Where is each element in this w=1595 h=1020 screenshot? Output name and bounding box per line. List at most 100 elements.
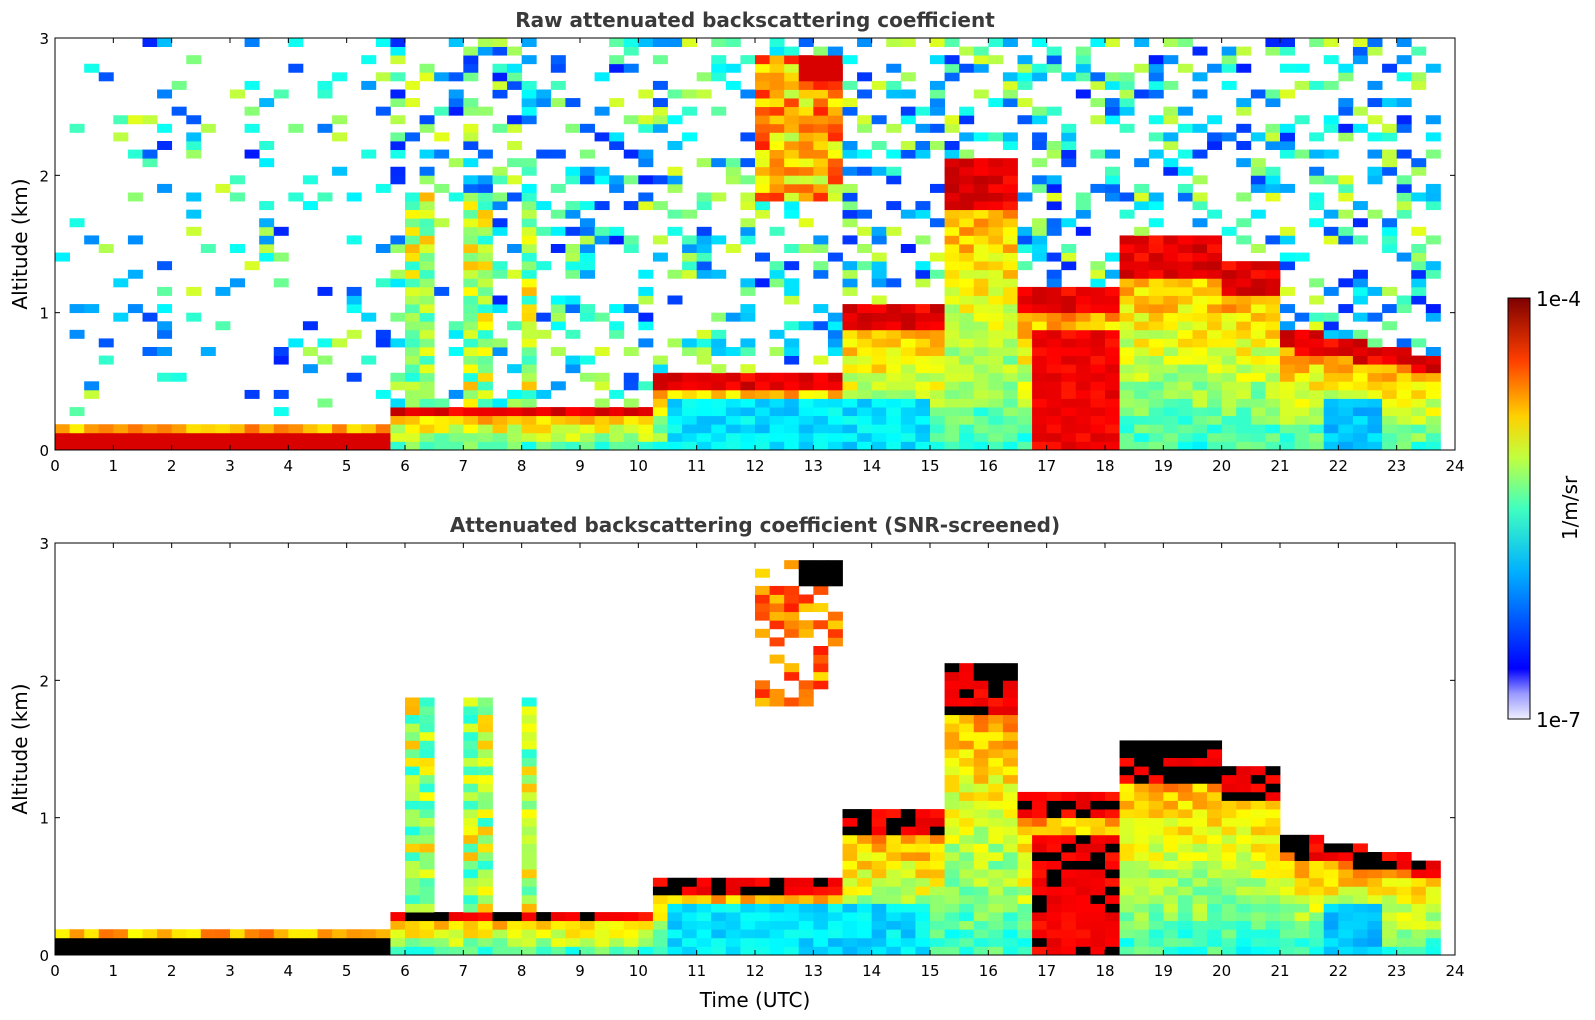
x-tick-label: 19	[1154, 457, 1173, 475]
heatmap-cell	[477, 920, 493, 930]
heatmap-cell	[784, 663, 800, 673]
heatmap-cell	[1323, 929, 1339, 939]
heatmap-cell	[857, 89, 873, 99]
heatmap-cell	[1236, 46, 1252, 56]
heatmap-cell	[755, 611, 770, 621]
heatmap-cell	[1294, 877, 1310, 887]
heatmap-cell	[477, 192, 493, 202]
heatmap-cell	[1411, 920, 1427, 930]
heatmap-cell	[463, 766, 479, 776]
heatmap-cell	[536, 937, 552, 947]
heatmap-cell	[259, 235, 275, 245]
heatmap-cell	[259, 937, 275, 947]
heatmap-cell	[1017, 894, 1033, 904]
heatmap-cell	[1221, 355, 1237, 365]
heatmap-cell	[1046, 946, 1062, 955]
heatmap-cell	[711, 441, 727, 450]
heatmap-cell	[886, 364, 902, 374]
heatmap-cell	[915, 834, 931, 844]
heatmap-cell	[1046, 860, 1062, 870]
heatmap-cell	[1221, 869, 1237, 879]
heatmap-cell	[1119, 415, 1135, 425]
heatmap-cell	[915, 869, 931, 879]
heatmap-cell	[652, 106, 668, 116]
heatmap-cell	[565, 946, 581, 955]
heatmap-cell	[1192, 218, 1208, 228]
heatmap-cell	[1002, 226, 1018, 236]
heatmap-cell	[1002, 946, 1018, 955]
heatmap-cell	[988, 886, 1004, 896]
heatmap-cell	[463, 757, 479, 767]
heatmap-cell	[1207, 338, 1223, 348]
heatmap-cell	[682, 252, 698, 262]
x-tick-label: 5	[342, 962, 352, 980]
heatmap-cell	[69, 407, 85, 417]
heatmap-cell	[1090, 834, 1106, 844]
heatmap-cell	[609, 946, 625, 955]
heatmap-cell	[915, 149, 931, 159]
heatmap-cell	[784, 381, 800, 391]
heatmap-cell	[798, 149, 814, 159]
heatmap-cell	[1177, 791, 1193, 801]
heatmap-cell	[696, 72, 712, 82]
heatmap-cell	[1046, 192, 1062, 202]
heatmap-cell	[463, 834, 479, 844]
heatmap-cell	[988, 235, 1004, 245]
heatmap-cell	[1090, 355, 1106, 365]
heatmap-cell	[507, 192, 523, 202]
heatmap-cell	[1075, 415, 1091, 425]
heatmap-cell	[1177, 920, 1193, 930]
heatmap-cell	[580, 226, 595, 236]
heatmap-cell	[492, 89, 508, 99]
heatmap-cell	[390, 946, 406, 955]
heatmap-cell	[1002, 800, 1018, 810]
heatmap-cell	[755, 183, 770, 193]
heatmap-cell	[1265, 132, 1281, 142]
heatmap-cell	[784, 398, 800, 408]
heatmap-cell	[1002, 304, 1018, 314]
heatmap-cell	[200, 937, 216, 947]
heatmap-cell	[1134, 201, 1150, 211]
heatmap-cell	[1075, 809, 1091, 819]
heatmap-cell	[1177, 774, 1193, 784]
heatmap-cell	[900, 877, 916, 887]
heatmap-cell	[1017, 235, 1033, 245]
heatmap-cell	[988, 286, 1004, 296]
heatmap-cell	[1221, 929, 1237, 939]
heatmap-cell	[1425, 132, 1441, 142]
x-tick-label: 12	[745, 962, 764, 980]
heatmap-cell	[1177, 843, 1193, 853]
heatmap-cell	[827, 106, 843, 116]
heatmap-cell	[1192, 886, 1208, 896]
heatmap-cell	[1367, 98, 1383, 108]
heatmap-cell	[1177, 166, 1193, 176]
heatmap-cell	[1192, 809, 1208, 819]
heatmap-cell	[1148, 766, 1164, 776]
heatmap-cell	[696, 886, 712, 896]
heatmap-cell	[784, 175, 800, 185]
heatmap-cell	[1061, 372, 1077, 382]
heatmap-cell	[1425, 929, 1441, 939]
heatmap-cell	[1119, 278, 1135, 288]
heatmap-cell	[1090, 912, 1106, 922]
heatmap-cell	[930, 347, 945, 356]
heatmap-cell	[346, 372, 362, 382]
heatmap-cell	[1002, 132, 1018, 142]
heatmap-cell	[725, 63, 741, 73]
heatmap-cell	[463, 894, 479, 904]
heatmap-cell	[346, 937, 362, 947]
heatmap-cell	[375, 432, 391, 442]
heatmap-cell	[419, 166, 435, 176]
heatmap-cell	[1250, 278, 1266, 288]
heatmap-cell	[1090, 38, 1106, 47]
heatmap-cell	[784, 929, 800, 939]
heatmap-cell	[1119, 946, 1135, 955]
heatmap-cell	[273, 929, 289, 939]
heatmap-cell	[448, 946, 464, 955]
heatmap-cell	[886, 381, 902, 391]
heatmap-cell	[755, 72, 770, 82]
heatmap-cell	[944, 149, 960, 159]
heatmap-cell	[477, 860, 493, 870]
heatmap-cell	[1221, 903, 1237, 913]
heatmap-cell	[1105, 415, 1120, 425]
